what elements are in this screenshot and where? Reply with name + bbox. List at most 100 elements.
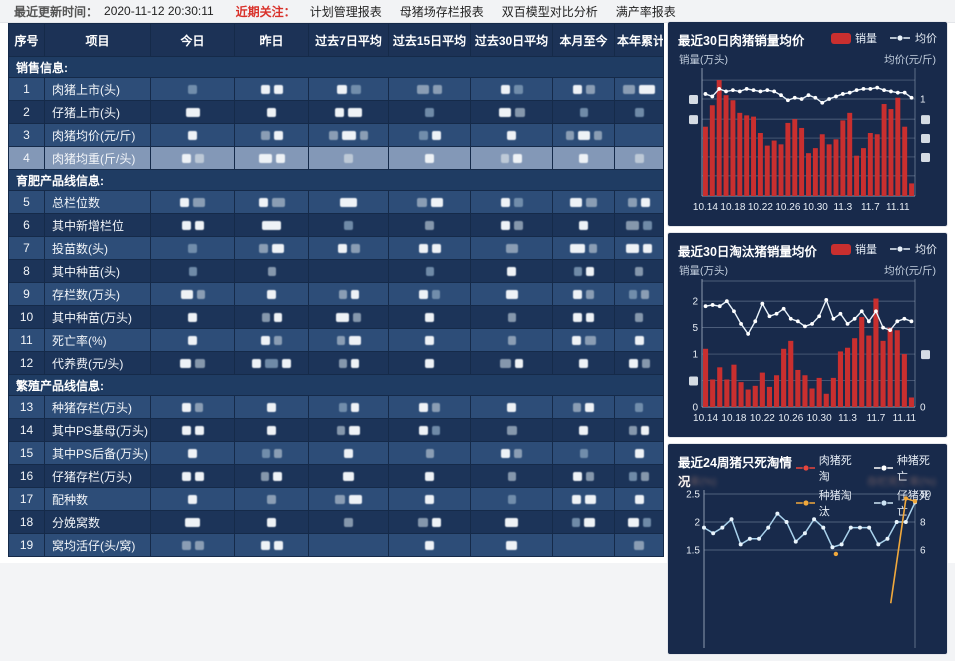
table-row[interactable]: 4 肉猪均重(斤/头)	[8, 146, 664, 170]
table-row[interactable]: 16 仔猪存栏(万头)	[8, 464, 664, 488]
table-row[interactable]: 3 肉猪均价(元/斤)	[8, 123, 664, 147]
value-cell-redacted	[552, 282, 615, 306]
value-cell-redacted	[308, 146, 389, 170]
legend-item[interactable]: 均价	[889, 241, 937, 257]
row-item-label: 配种数	[44, 487, 151, 511]
redacted-value-block	[336, 313, 349, 323]
axis-tick-label: 2	[692, 297, 698, 308]
value-cell-redacted	[388, 190, 471, 214]
axis-tick-label: 10.22	[748, 202, 773, 213]
table-row[interactable]: 15 其中PS后备(万头)	[8, 441, 664, 465]
avg-price-point	[746, 332, 751, 336]
redacted-value-block	[194, 221, 204, 231]
table-row[interactable]: 7 投苗数(头)	[8, 236, 664, 260]
value-cell-redacted	[552, 351, 615, 375]
value-cell-redacted	[234, 305, 309, 329]
value-cell-redacted	[552, 77, 615, 101]
legend-item[interactable]: 种猪淘汰	[795, 487, 859, 519]
value-cell-redacted	[470, 77, 553, 101]
value-cell-redacted	[470, 487, 553, 511]
sales-bar	[745, 389, 751, 407]
value-cell-redacted	[552, 236, 615, 260]
legend-item[interactable]: 均价	[889, 30, 937, 46]
topbar-tab[interactable]: 计划管理报表	[309, 4, 382, 19]
redacted-value-block	[425, 221, 434, 231]
value-cell-redacted	[234, 77, 309, 101]
value-cell-redacted	[234, 418, 309, 442]
topbar-tab[interactable]: 双百模型对比分析	[501, 4, 598, 19]
redacted-value-block	[335, 108, 344, 118]
chart-card-death-weekly: 最近24周猪只死淘情况 肉猪死淘 种猪死亡 种猪淘汰 仔猪死亡 比率(%) 存栏死亡率(%)…	[668, 444, 947, 654]
table-row[interactable]: 8 其中种苗(头)	[8, 259, 664, 283]
chart-header: 最近24周猪只死淘情况 肉猪死淘 种猪死亡 种猪淘汰 仔猪死亡	[678, 452, 937, 518]
avg-price-point	[724, 299, 729, 304]
redacted-value-block	[261, 336, 270, 346]
redacted-value-block	[589, 244, 597, 254]
report-tabs: 计划管理报表 母猪场存栏报表 双百模型对比分析 满产率报表	[310, 3, 676, 20]
value-cell-redacted	[614, 236, 664, 260]
table-row[interactable]: 6 其中新增栏位	[8, 213, 664, 237]
sales-bar	[894, 330, 900, 407]
topbar-tab[interactable]: 满产率报表	[615, 4, 676, 19]
value-cell-redacted	[388, 464, 471, 488]
y-axis-left-label: 销量(万头)	[679, 54, 728, 66]
legend-item[interactable]: 肉猪死淘	[795, 452, 859, 484]
avg-price-point	[854, 88, 859, 93]
redacted-value-block	[194, 472, 204, 482]
value-cell-redacted	[388, 510, 471, 534]
row-item-label: 投苗数(头)	[44, 236, 151, 260]
table-row[interactable]: 2 仔猪上市(头)	[8, 100, 664, 124]
avg-price-point	[760, 301, 765, 306]
redacted-value-block	[425, 541, 434, 551]
sales-bar	[854, 155, 860, 196]
value-cell-redacted	[150, 305, 235, 329]
table-row[interactable]: 14 其中PS基母(万头)	[8, 418, 664, 442]
value-cell-redacted	[470, 418, 553, 442]
table-row[interactable]: 17 配种数	[8, 487, 664, 511]
value-cell-redacted	[552, 100, 615, 124]
column-header: 今日	[150, 23, 235, 57]
value-cell-redacted	[234, 259, 309, 283]
value-cell-redacted	[150, 236, 235, 260]
legend-bar-swatch	[831, 32, 851, 44]
redacted-value-block	[579, 426, 588, 436]
redacted-value-block	[273, 449, 282, 459]
redacted-value-block	[579, 108, 588, 118]
table-row[interactable]: 13 种猪存栏(万头)	[8, 395, 664, 419]
column-header: 昨日	[234, 23, 309, 57]
topbar-tab[interactable]: 母猪场存栏报表	[399, 4, 484, 19]
avg-price-point	[710, 94, 715, 99]
value-cell-redacted	[614, 464, 664, 488]
table-row[interactable]: 5 总栏位数	[8, 190, 664, 214]
legend-item[interactable]: 销量	[831, 30, 877, 46]
legend-item[interactable]: 种猪死亡	[873, 452, 937, 484]
piglet-death-point	[729, 517, 734, 522]
legend-item[interactable]: 销量	[831, 241, 877, 257]
table-row[interactable]: 12 代养费(元/头)	[8, 351, 664, 375]
value-cell-redacted	[614, 259, 664, 283]
chart-legend: 销量 均价	[831, 30, 937, 46]
redacted-value-block	[507, 131, 516, 141]
row-number: 5	[8, 190, 45, 214]
table-row[interactable]: 18 分娩窝数	[8, 510, 664, 534]
table-row[interactable]: 19 窝均活仔(头/窝)	[8, 533, 664, 557]
sales-bar	[710, 379, 716, 407]
value-cell-redacted	[388, 351, 471, 375]
column-header: 过去7日平均	[308, 23, 389, 57]
legend-dot-icon	[795, 499, 815, 507]
redacted-value-block	[261, 472, 269, 482]
table-row[interactable]: 9 存栏数(万头)	[8, 282, 664, 306]
value-cell-redacted	[470, 464, 553, 488]
table-row[interactable]: 1 肉猪上市(头)	[8, 77, 664, 101]
value-cell-redacted	[614, 282, 664, 306]
redacted-tick-block	[921, 134, 930, 144]
piglet-death-point	[830, 545, 835, 550]
value-cell-redacted	[614, 441, 664, 465]
table-row[interactable]: 11 死亡率(%)	[8, 328, 664, 352]
redacted-value-block	[348, 108, 362, 118]
avg-price-point	[765, 88, 770, 93]
table-row[interactable]: 10 其中种苗(万头)	[8, 305, 664, 329]
value-cell-redacted	[614, 123, 664, 147]
